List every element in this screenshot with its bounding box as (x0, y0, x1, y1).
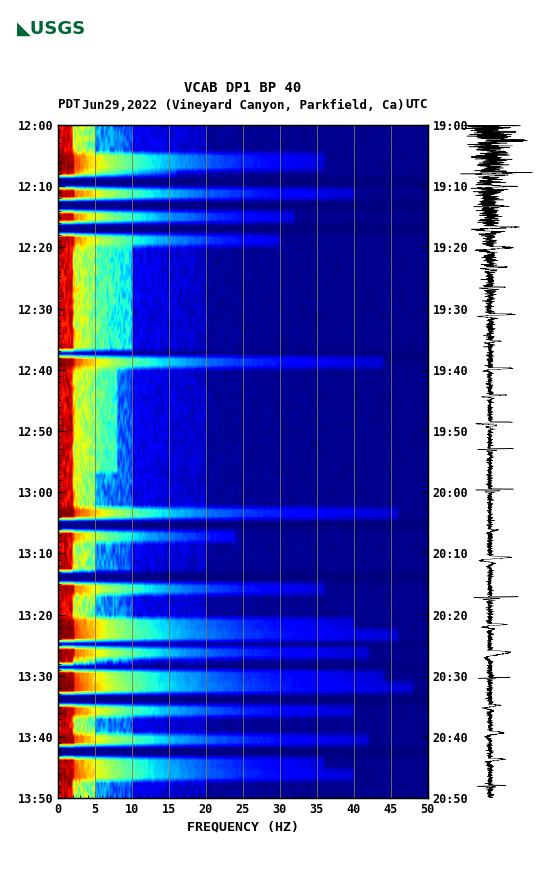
Text: ◣USGS: ◣USGS (17, 20, 86, 37)
Text: PDT: PDT (58, 98, 81, 112)
Text: UTC: UTC (405, 98, 428, 112)
X-axis label: FREQUENCY (HZ): FREQUENCY (HZ) (187, 821, 299, 833)
Text: VCAB DP1 BP 40: VCAB DP1 BP 40 (184, 81, 301, 95)
Text: Jun29,2022 (Vineyard Canyon, Parkfield, Ca): Jun29,2022 (Vineyard Canyon, Parkfield, … (82, 98, 404, 112)
